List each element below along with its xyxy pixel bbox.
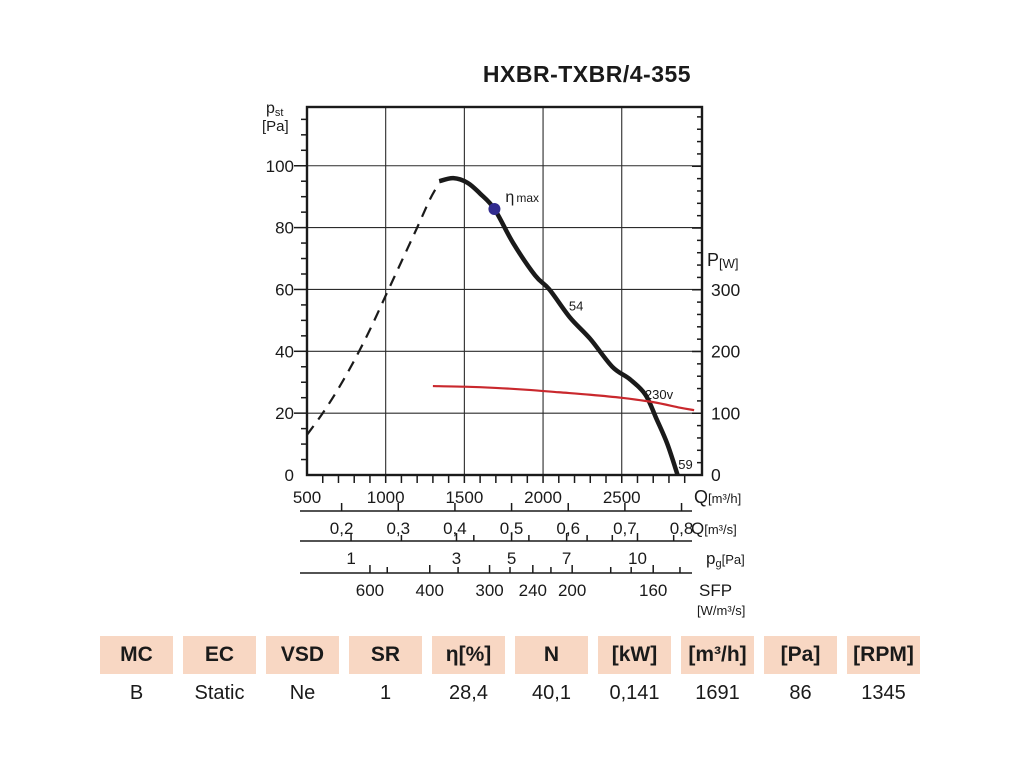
pressure-curve-unstable-region [306, 183, 440, 436]
table-value-cell: B [129, 682, 144, 704]
left-axis-tick-label: 60 [275, 280, 294, 299]
sub-axis-tick-label: 600 [356, 581, 384, 600]
sub-axis-tick-label: 10 [628, 549, 647, 568]
plot-frame [305, 105, 704, 477]
table-header-cell: EC [183, 636, 256, 674]
left-axis-tick-label: 40 [275, 342, 294, 361]
power-curve-230v [432, 384, 695, 412]
left-axis-tick-label: 20 [275, 404, 294, 423]
table-value-cell: Ne [289, 682, 316, 704]
table-header-cell: [RPM] [847, 636, 920, 674]
table-header-cell: VSD [266, 636, 339, 674]
left-axis-tick-label: 0 [285, 466, 294, 485]
table-header-cell: [kW] [598, 636, 671, 674]
table-value-cell: 28,4 [449, 682, 488, 704]
x-axis-tick-label: 2500 [603, 488, 641, 507]
y-left-axis-label: pst [266, 100, 283, 119]
sub-axis-tick-label: 0,2 [330, 519, 354, 538]
right-axis-tick-label: 0 [711, 465, 721, 485]
operating-point-dot [488, 203, 501, 216]
x-axis-tick-label: 500 [293, 488, 321, 507]
x-axis-tick-label: 1500 [445, 488, 483, 507]
x-axis-tick-label: 1000 [367, 488, 405, 507]
table-value-row: B Static Ne 1 28,4 40,1 0,141 1691 86 1345 [100, 674, 920, 705]
right-axis-tick-label: 100 [711, 403, 740, 423]
y-right-axis-label: P[W] [707, 250, 739, 271]
sub-axis-tick-label: 0,3 [386, 519, 410, 538]
sub-axis-tick-label: 0,5 [500, 519, 524, 538]
table-header-cell: [m³/h] [681, 636, 754, 674]
sub-axis-label-sfp: SFP [699, 581, 732, 600]
performance-table: MC EC VSD SR η[%] N [kW] [m³/h] [Pa] [RPM] B Stati… [100, 636, 920, 705]
sub-axis-tick-label: 240 [519, 581, 547, 600]
sub-axis-tick-label: 400 [416, 581, 444, 600]
pressure-curve [438, 175, 680, 476]
table-header-cell: SR [349, 636, 422, 674]
eta-max-label: η max [505, 189, 539, 206]
sub-axis-tick-label: 7 [562, 549, 571, 568]
left-axis-tick-label: 80 [275, 219, 294, 238]
sub-axis-tick-label: 1 [346, 549, 355, 568]
table-header-cell: η[%] [432, 636, 505, 674]
table-header-row: MC EC VSD SR η[%] N [kW] [m³/h] [Pa] [RPM] [100, 636, 920, 674]
sub-axis-tick-label: 0,8 [670, 519, 694, 538]
sub-axis-tick-label: 200 [558, 581, 586, 600]
table-value-cell: 0,141 [609, 682, 660, 704]
x-axis-tick-label: 2000 [524, 488, 562, 507]
right-axis-tick-label: 200 [711, 342, 740, 362]
table-value-cell: Static [194, 682, 245, 704]
table-value-cell: 1 [379, 682, 392, 704]
annotation-230v: 230v [645, 387, 674, 402]
sub-axis-tick-label: 160 [639, 581, 667, 600]
table-header-cell: [Pa] [764, 636, 837, 674]
table-value-cell: 86 [789, 682, 812, 704]
sub-axis-tick-label: 0,6 [556, 519, 580, 538]
sub-axis-label-dynamic-pressure: pg[Pa] [706, 549, 745, 570]
table-value-cell: 1345 [861, 682, 906, 704]
sub-axis-tick-label: 0,4 [443, 519, 467, 538]
sub-axis-unit-line2: [W/m³/s] [697, 603, 745, 618]
sub-axis-tick-label: 5 [507, 549, 516, 568]
annotation-59: 59 [678, 457, 692, 472]
chart-title: HXBR-TXBR/4-355 [482, 61, 692, 87]
sub-axis-tick-label: 0,7 [613, 519, 637, 538]
table-header-cell: MC [100, 636, 173, 674]
left-axis-tick-label: 100 [266, 157, 294, 176]
table-value-cell: 40,1 [532, 682, 571, 704]
sub-axis-label-flow-m3s: Q[m³/s] [691, 519, 737, 538]
x-axis-label: Q[m³/h] [694, 487, 741, 507]
table-header-cell: N [515, 636, 588, 674]
right-axis-tick-label: 300 [711, 280, 740, 300]
y-left-axis-unit: [Pa] [262, 118, 289, 135]
sub-axis-tick-label: 300 [475, 581, 503, 600]
annotation-54: 54 [569, 298, 583, 313]
sub-axis-tick-label: 3 [452, 549, 461, 568]
table-value-cell: 1691 [695, 682, 740, 704]
